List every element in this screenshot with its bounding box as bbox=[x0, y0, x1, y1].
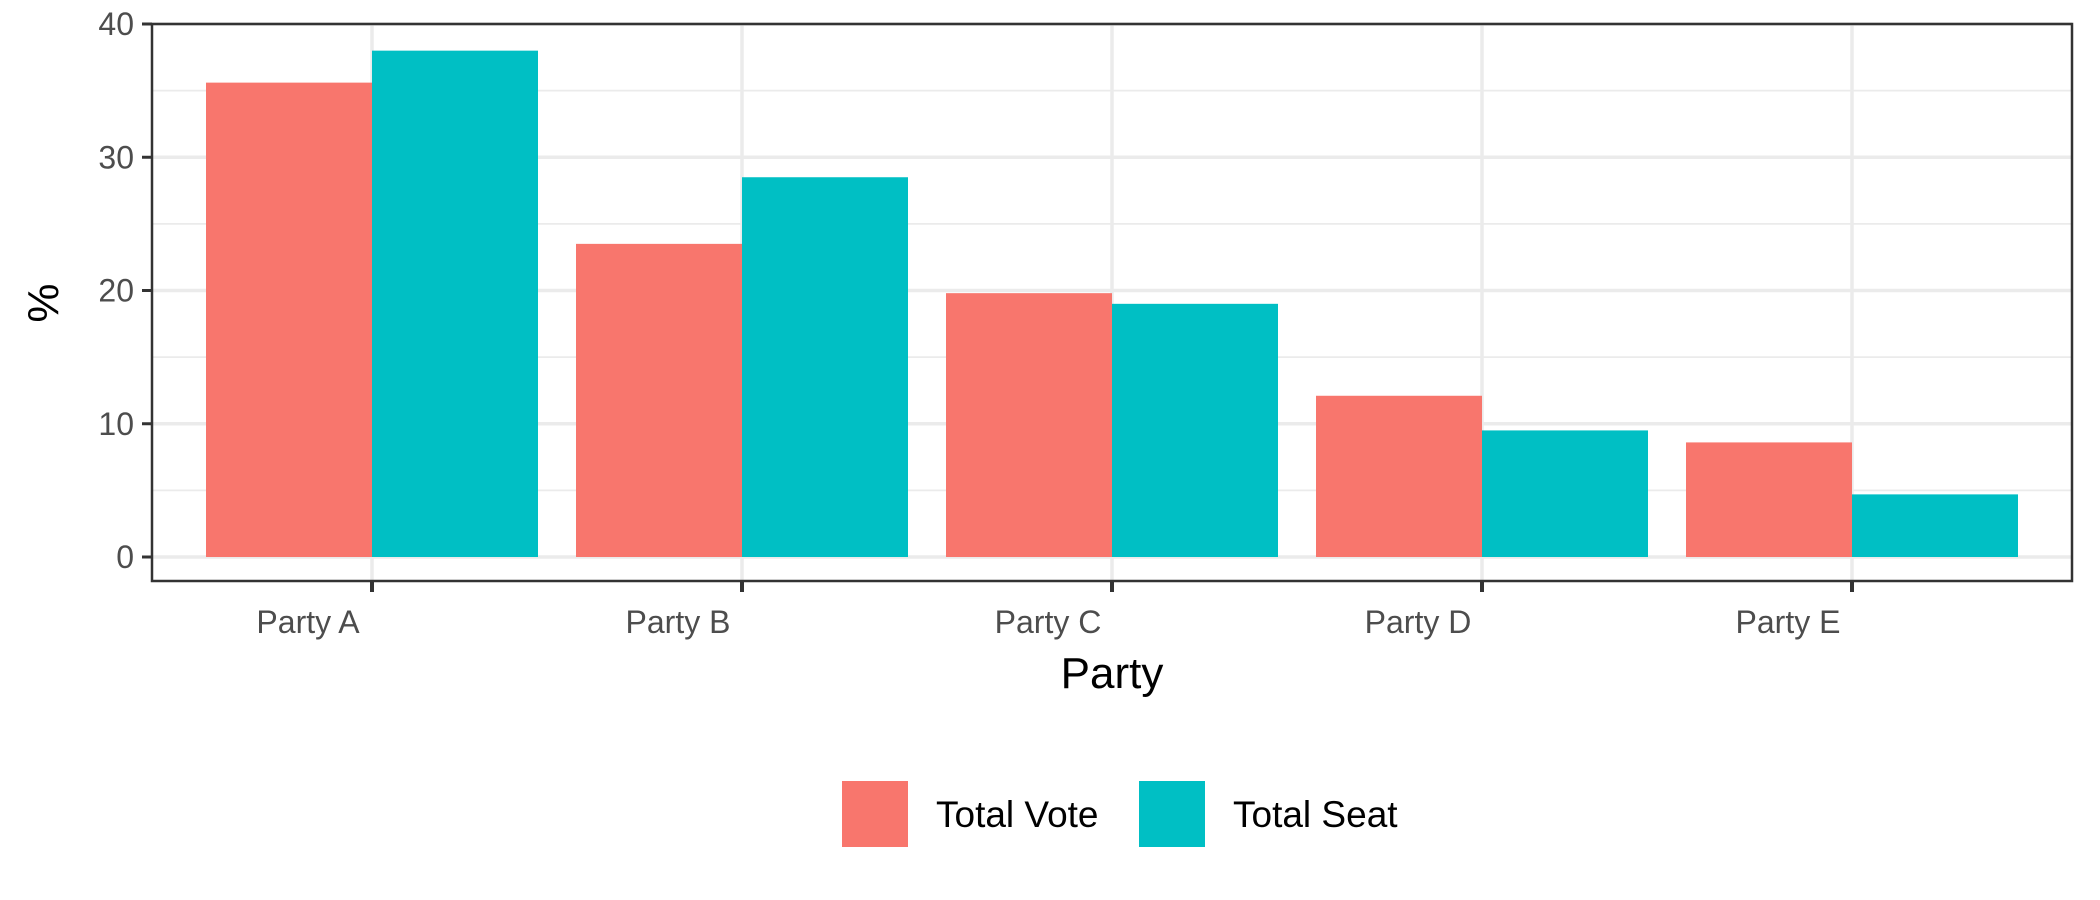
legend-label-total-vote: Total Vote bbox=[936, 794, 1099, 835]
bar-total-seat-party-e bbox=[1852, 494, 2018, 557]
bar-total-seat-party-a bbox=[372, 50, 538, 558]
y-tick-label: 10 bbox=[98, 406, 134, 442]
bar-total-seat-party-c bbox=[1112, 303, 1278, 557]
y-tick-label: 30 bbox=[98, 139, 134, 175]
bar-layer bbox=[206, 50, 2018, 558]
x-tick-label: Party E bbox=[1736, 604, 1841, 640]
x-tick-label: Party A bbox=[256, 604, 360, 640]
bar-total-vote-party-e bbox=[1686, 442, 1852, 557]
bar-total-vote-party-b bbox=[576, 243, 742, 558]
y-tick-label: 40 bbox=[98, 6, 134, 42]
legend-label-total-seat: Total Seat bbox=[1233, 794, 1398, 835]
x-tick-label: Party D bbox=[1365, 604, 1472, 640]
y-tick-label: 0 bbox=[116, 539, 134, 575]
bar-total-vote-party-d bbox=[1316, 395, 1482, 557]
x-tick-label: Party C bbox=[995, 604, 1102, 640]
y-axis-title: % bbox=[19, 283, 68, 322]
bar-total-vote-party-a bbox=[206, 82, 372, 557]
bar-total-vote-party-c bbox=[946, 293, 1112, 557]
legend-key-total-seat bbox=[1139, 781, 1205, 847]
legend-key-total-vote bbox=[842, 781, 908, 847]
y-tick-label: 20 bbox=[98, 273, 134, 309]
x-axis-title: Party bbox=[1061, 649, 1164, 698]
x-tick-label: Party B bbox=[626, 604, 731, 640]
legend: Total Vote Total Seat bbox=[842, 781, 1398, 847]
bar-total-seat-party-b bbox=[742, 177, 908, 558]
axis-layer: 0 10 20 30 40 Party A Party B Party C Party D Par… bbox=[98, 6, 1854, 640]
bar-total-seat-party-d bbox=[1482, 430, 1648, 557]
